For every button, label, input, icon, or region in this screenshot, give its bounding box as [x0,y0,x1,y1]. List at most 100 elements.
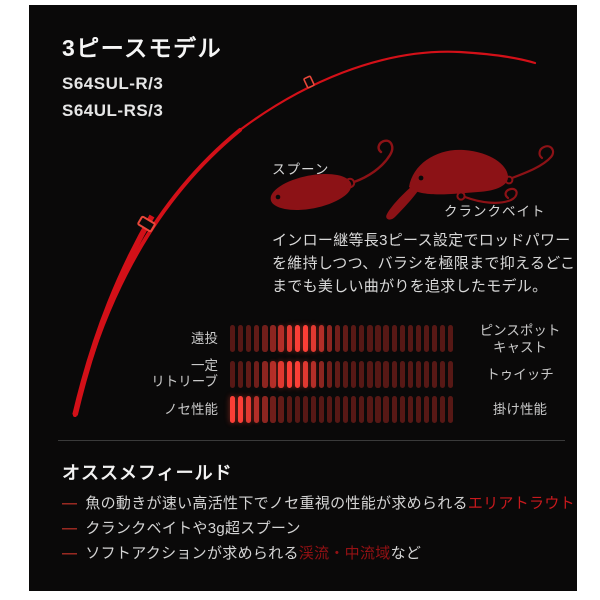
recommend-text: 魚の動きが速い高活性下でノセ重視の性能が求められる [85,495,468,512]
gauge-left-label: 遠投 [191,330,218,346]
gauge-segment [415,396,421,423]
gauge-segment [448,360,454,388]
gauge-segment [367,360,373,388]
gauge-segment [310,325,316,352]
gauge-segment [230,360,236,388]
model-code-1: S64SUL-R/3 [62,74,164,93]
gauge-right-label: ピンスポット キャスト [479,322,561,355]
gauge-segment [294,360,300,388]
gauge-segment [246,360,252,388]
gauge-segment [302,360,308,388]
bullet-dash-icon: — [62,545,78,562]
gauge-segment [391,396,397,423]
gauge-segment [238,396,244,423]
gauge-segment [246,396,252,423]
gauge-left-label: 一定 リトリーブ [151,358,218,389]
gauge-segment [359,360,365,388]
gauge-segment [326,360,333,388]
gauge-segment [407,360,413,388]
gauge-segment [367,325,373,352]
gauge-row: ノセ性能 掛け性能 [140,390,578,430]
gauge-segment [423,396,430,423]
recommend-item: — ソフトアクションが求められる渓流・中流域など [62,542,421,563]
gauge-segment [431,360,438,388]
gauge-segment [238,360,244,388]
section-divider [58,440,565,441]
gauge-segment [262,360,268,388]
gauge-segment [254,360,260,388]
gauge-segment [448,325,454,352]
gauge-segment [359,325,365,352]
gauge-segment [302,396,308,423]
gauge-segment [423,325,430,352]
gauge-segment [440,325,446,352]
gauge-segment [318,396,325,423]
bullet-dash-icon: — [62,495,78,512]
recommend-text: など [390,545,422,562]
gauge-segment [351,396,357,423]
spoon-label: スプーン [272,162,330,177]
gauge-segment [254,325,260,352]
gauge-segment [375,360,381,388]
recommend-text: ソフトアクションが求められる [85,545,299,562]
gauge-segment [383,396,389,423]
gauge-segment [415,325,421,352]
gauge-segment [262,396,268,423]
gauge-segment [440,396,446,423]
gauge-segment [262,325,268,352]
gauge-segment [431,325,438,352]
gauge-segment-bar [230,360,454,388]
gauge-segment [415,360,421,388]
gauge-segment [343,325,349,352]
gauge-segment [286,396,292,423]
gauge-segment [230,396,236,423]
gauge-row: 遠投 ピンスポット キャスト [140,319,578,359]
gauge-segment [407,325,413,352]
gauge-segment [286,360,292,388]
gauge-segment [310,396,316,423]
gauge-segment [294,396,300,423]
crankbait-label: クランクベイト [444,204,546,219]
gauge-segment [286,325,292,352]
gauge-segment [448,396,454,423]
gauge-segment [278,325,284,352]
recommend-item: — クランクベイトや3g超スプーン [62,517,301,538]
gauge-segment [343,396,349,423]
gauge-segment [246,325,252,352]
gauge-segment [318,360,325,388]
gauge-segment [278,360,284,388]
gauge-segment-bar [230,325,454,352]
gauge-segment [238,325,244,352]
model-code-2: S64UL-RS/3 [62,101,164,120]
gauge-segment [399,325,405,352]
gauge-left-label: ノセ性能 [164,401,218,417]
gauge-segment [270,396,276,423]
section-title: 3ピースモデル [62,35,223,61]
gauge-segment [383,360,389,388]
gauge-segment [431,396,438,423]
gauge-segment [351,360,357,388]
gauge-segment [399,396,405,423]
gauge-segment [351,325,357,352]
gauge-segment [383,325,389,352]
gauge-right-label: トゥイッチ [486,366,554,382]
recommend-section-title: オススメフィールド [62,463,233,483]
gauge-segment [254,396,260,423]
gauge-segment [335,396,341,423]
gauge-segment [367,396,373,423]
gauge-segment [270,325,276,352]
bullet-dash-icon: — [62,520,78,537]
gauge-segment [230,325,236,352]
gauge-segment [278,396,284,423]
gauge-segment [343,360,349,388]
gauge-segment [310,360,316,388]
gauge-segment [399,360,405,388]
gauge-segment [375,325,381,352]
gauge-segment [423,360,430,388]
gauge-segment [302,325,308,352]
gauge-segment [375,396,381,423]
gauge-segment [294,325,300,352]
recommend-highlight-text: エリアトラウト [467,495,575,512]
gauge-segment [270,360,276,388]
